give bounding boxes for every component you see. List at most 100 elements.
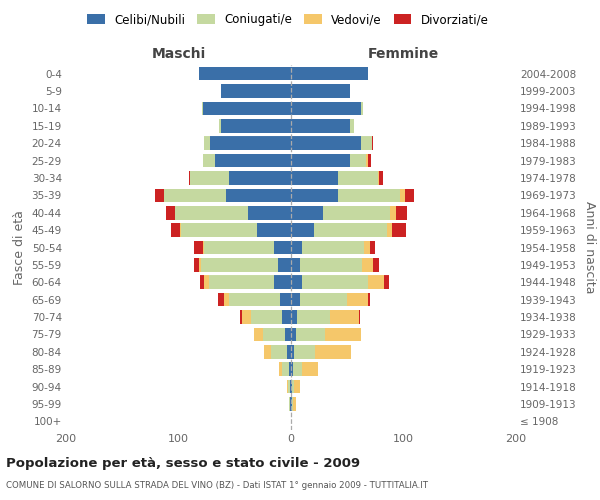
Bar bbox=[386, 224, 392, 237]
Bar bbox=[215, 154, 291, 168]
Bar bbox=[166, 206, 175, 220]
Bar bbox=[291, 154, 349, 168]
Bar bbox=[372, 136, 373, 150]
Y-axis label: Fasce di età: Fasce di età bbox=[13, 210, 26, 285]
Bar bbox=[291, 67, 367, 80]
Bar bbox=[291, 224, 314, 237]
Bar bbox=[241, 310, 251, 324]
Bar bbox=[302, 362, 318, 376]
Bar bbox=[287, 380, 290, 394]
Bar bbox=[181, 224, 257, 237]
Bar bbox=[291, 397, 292, 410]
Bar bbox=[257, 224, 291, 237]
Bar bbox=[205, 240, 274, 254]
Bar bbox=[323, 206, 390, 220]
Bar bbox=[295, 345, 314, 358]
Bar bbox=[221, 84, 291, 98]
Bar bbox=[291, 293, 300, 306]
Bar bbox=[385, 276, 389, 289]
Bar bbox=[291, 345, 295, 358]
Bar bbox=[296, 310, 331, 324]
Bar bbox=[362, 258, 373, 272]
Bar bbox=[347, 293, 367, 306]
Bar bbox=[291, 328, 296, 341]
Text: COMUNE DI SALORNO SULLA STRADA DEL VINO (BZ) - Dati ISTAT 1° gennaio 2009 - TUTT: COMUNE DI SALORNO SULLA STRADA DEL VINO … bbox=[6, 481, 428, 490]
Bar bbox=[210, 136, 291, 150]
Bar bbox=[325, 328, 361, 341]
Bar bbox=[395, 206, 407, 220]
Bar bbox=[300, 258, 362, 272]
Bar bbox=[291, 310, 296, 324]
Bar bbox=[290, 380, 291, 394]
Bar bbox=[292, 397, 293, 410]
Bar bbox=[392, 224, 406, 237]
Bar bbox=[367, 276, 385, 289]
Bar bbox=[229, 293, 280, 306]
Bar bbox=[199, 67, 291, 80]
Bar bbox=[314, 345, 350, 358]
Y-axis label: Anni di nascita: Anni di nascita bbox=[583, 201, 596, 294]
Bar bbox=[209, 276, 274, 289]
Text: Femmine: Femmine bbox=[368, 48, 439, 62]
Bar bbox=[300, 293, 347, 306]
Bar bbox=[188, 171, 190, 185]
Bar bbox=[291, 188, 338, 202]
Bar bbox=[349, 154, 367, 168]
Bar bbox=[291, 171, 338, 185]
Bar bbox=[274, 276, 291, 289]
Bar bbox=[203, 102, 291, 115]
Bar bbox=[194, 240, 203, 254]
Bar bbox=[290, 397, 291, 410]
Bar bbox=[229, 171, 291, 185]
Bar bbox=[199, 258, 201, 272]
Bar bbox=[251, 310, 282, 324]
Bar bbox=[296, 328, 325, 341]
Bar bbox=[205, 276, 209, 289]
Bar bbox=[331, 310, 359, 324]
Bar bbox=[203, 154, 215, 168]
Text: Popolazione per età, sesso e stato civile - 2009: Popolazione per età, sesso e stato civil… bbox=[6, 458, 360, 470]
Bar bbox=[291, 362, 293, 376]
Bar bbox=[291, 119, 349, 132]
Bar bbox=[201, 258, 277, 272]
Bar bbox=[404, 188, 413, 202]
Bar bbox=[218, 293, 223, 306]
Bar bbox=[390, 206, 395, 220]
Bar bbox=[291, 276, 302, 289]
Bar bbox=[190, 171, 229, 185]
Legend: Celibi/Nubili, Coniugati/e, Vedovi/e, Divorziati/e: Celibi/Nubili, Coniugati/e, Vedovi/e, Di… bbox=[83, 8, 493, 31]
Bar bbox=[291, 102, 361, 115]
Bar bbox=[223, 293, 229, 306]
Bar bbox=[226, 188, 291, 202]
Bar bbox=[291, 380, 292, 394]
Text: Maschi: Maschi bbox=[151, 48, 206, 62]
Bar bbox=[291, 258, 300, 272]
Bar bbox=[200, 276, 205, 289]
Bar bbox=[373, 258, 379, 272]
Bar bbox=[400, 188, 404, 202]
Bar bbox=[277, 258, 291, 272]
Bar bbox=[287, 345, 291, 358]
Bar bbox=[302, 276, 367, 289]
Bar bbox=[292, 380, 295, 394]
Bar bbox=[367, 293, 370, 306]
Bar bbox=[302, 240, 364, 254]
Bar bbox=[164, 188, 226, 202]
Bar bbox=[291, 136, 361, 150]
Bar bbox=[364, 240, 370, 254]
Bar bbox=[175, 206, 248, 220]
Bar bbox=[361, 136, 372, 150]
Bar bbox=[295, 380, 300, 394]
Bar bbox=[194, 258, 199, 272]
Bar bbox=[282, 310, 291, 324]
Bar bbox=[291, 240, 302, 254]
Bar bbox=[263, 328, 286, 341]
Bar bbox=[379, 171, 383, 185]
Bar bbox=[293, 397, 296, 410]
Bar bbox=[291, 206, 323, 220]
Bar bbox=[221, 119, 291, 132]
Bar bbox=[289, 362, 291, 376]
Bar bbox=[370, 240, 376, 254]
Bar bbox=[286, 328, 291, 341]
Bar bbox=[338, 171, 377, 185]
